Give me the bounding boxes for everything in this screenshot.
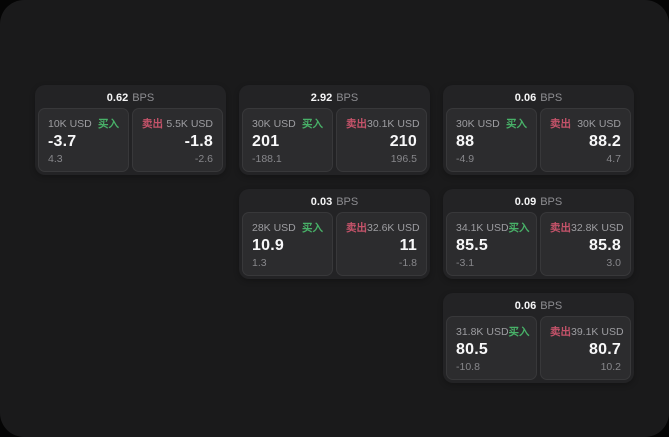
sell-side-label: 卖出 [346,118,367,130]
buy-delta: -3.1 [456,257,475,269]
sell-quote-panel[interactable]: 卖出 32.8K USD 85.8 3.0 [540,212,631,276]
buy-price: 85.5 [456,237,488,254]
sell-delta: 3.0 [606,257,621,269]
sell-delta: -1.8 [398,257,417,269]
quote-board: 0.62 BPS 10K USD 买入 -3.7 4.3 卖出 5.5K USD [35,85,634,383]
sell-price: 88.2 [589,133,621,150]
sell-price: 85.8 [589,237,621,254]
quote-card: 0.62 BPS 10K USD 买入 -3.7 4.3 卖出 5.5K USD [35,85,226,175]
spread-unit: BPS [336,196,359,208]
sell-quote-panel[interactable]: 卖出 30.1K USD 210 196.5 [336,108,427,172]
spread-header: 2.92 BPS [242,88,427,108]
sell-delta: 10.2 [600,361,621,373]
quote-card: 0.06 BPS 31.8K USD 买入 80.5 -10.8 卖出 39.1… [443,293,634,383]
sell-quote-panel[interactable]: 卖出 32.6K USD 11 -1.8 [336,212,427,276]
buy-side-label: 买入 [508,222,530,234]
spread-header: 0.06 BPS [446,88,631,108]
buy-amount: 10K USD [48,117,92,130]
buy-quote-panel[interactable]: 30K USD 买入 201 -188.1 [242,108,333,172]
sell-amount: 5.5K USD [166,117,213,130]
buy-side-label: 买入 [302,118,323,130]
buy-quote-panel[interactable]: 34.1K USD 买入 85.5 -3.1 [446,212,537,276]
quote-card: 0.09 BPS 34.1K USD 买入 85.5 -3.1 卖出 32.8K… [443,189,634,279]
spread-value: 2.92 [310,92,333,104]
sell-quote-panel[interactable]: 卖出 5.5K USD -1.8 -2.6 [132,108,223,172]
buy-side-label: 买入 [506,118,527,130]
sell-side-label: 卖出 [550,326,571,338]
buy-delta: -188.1 [252,153,282,165]
buy-quote-panel[interactable]: 28K USD 买入 10.9 1.3 [242,212,333,276]
spread-header: 0.09 BPS [446,192,631,212]
buy-delta: -10.8 [456,361,480,373]
spread-unit: BPS [540,300,563,312]
buy-quote-panel[interactable]: 10K USD 买入 -3.7 4.3 [38,108,129,172]
buy-price: 201 [252,133,280,150]
spread-value: 0.06 [514,92,537,104]
buy-delta: 4.3 [48,153,63,165]
buy-side-label: 买入 [302,222,323,234]
buy-amount: 30K USD [252,117,296,130]
sell-quote-panel[interactable]: 卖出 39.1K USD 80.7 10.2 [540,316,631,380]
spread-unit: BPS [132,92,155,104]
buy-price: -3.7 [48,133,77,150]
quote-card: 0.06 BPS 30K USD 买入 88 -4.9 卖出 30K USD [443,85,634,175]
buy-delta: 1.3 [252,257,267,269]
buy-amount: 34.1K USD [456,221,509,234]
sell-amount: 32.8K USD [571,221,624,234]
buy-amount: 28K USD [252,221,296,234]
buy-side-label: 买入 [508,326,530,338]
sell-side-label: 卖出 [346,222,367,234]
spread-header: 0.06 BPS [446,296,631,316]
buy-price: 88 [456,133,475,150]
buy-amount: 30K USD [456,117,500,130]
sell-price: -1.8 [184,133,213,150]
spread-unit: BPS [540,196,563,208]
buy-quote-panel[interactable]: 30K USD 买入 88 -4.9 [446,108,537,172]
sell-price: 11 [399,237,417,254]
sell-price: 80.7 [589,341,621,358]
sell-delta: 196.5 [390,153,417,165]
sell-side-label: 卖出 [550,222,571,234]
spread-value: 0.03 [310,196,333,208]
sell-quote-panel[interactable]: 卖出 30K USD 88.2 4.7 [540,108,631,172]
spread-value: 0.09 [514,196,537,208]
buy-price: 10.9 [252,237,284,254]
sell-delta: 4.7 [606,153,621,165]
quote-card: 2.92 BPS 30K USD 买入 201 -188.1 卖出 30.1K … [239,85,430,175]
sell-price: 210 [389,133,417,150]
spread-header: 0.03 BPS [242,192,427,212]
sell-amount: 30K USD [577,117,621,130]
sell-amount: 30.1K USD [367,117,420,130]
spread-value: 0.62 [106,92,129,104]
spread-unit: BPS [540,92,563,104]
buy-amount: 31.8K USD [456,325,509,338]
sell-delta: -2.6 [194,153,213,165]
buy-quote-panel[interactable]: 31.8K USD 买入 80.5 -10.8 [446,316,537,380]
spread-header: 0.62 BPS [38,88,223,108]
sell-amount: 32.6K USD [367,221,420,234]
buy-side-label: 买入 [98,118,119,130]
buy-price: 80.5 [456,341,488,358]
sell-side-label: 卖出 [142,118,163,130]
sell-amount: 39.1K USD [571,325,624,338]
quote-card: 0.03 BPS 28K USD 买入 10.9 1.3 卖出 32.6K US… [239,189,430,279]
spread-value: 0.06 [514,300,537,312]
sell-side-label: 卖出 [550,118,571,130]
buy-delta: -4.9 [456,153,475,165]
spread-unit: BPS [336,92,359,104]
